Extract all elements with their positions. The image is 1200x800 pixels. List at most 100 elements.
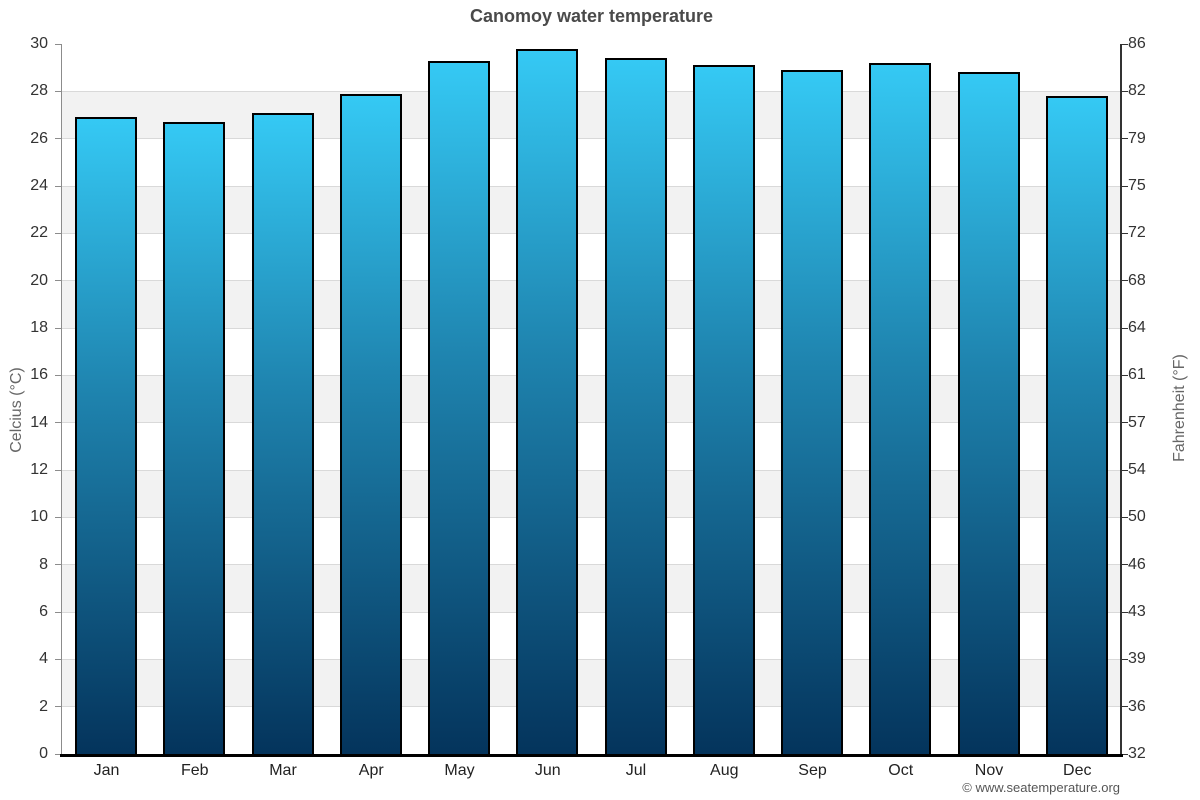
plot-background-band: [62, 612, 1121, 660]
y-axis-tick-right: [1122, 516, 1128, 518]
bar-jan: [75, 117, 138, 754]
gridline: [62, 374, 1121, 376]
gridline: [62, 658, 1121, 660]
y-tick-label-fahrenheit: 54: [1128, 461, 1146, 478]
gridline: [62, 185, 1121, 187]
bar-nov: [957, 72, 1020, 754]
y-tick-label-celsius: 2: [39, 697, 48, 715]
y-axis-tick-right: [1122, 90, 1128, 92]
y-axis-tick-right: [1122, 138, 1128, 140]
y-tick-label-fahrenheit: 75: [1128, 177, 1146, 194]
y-tick-label-celsius: 4: [39, 650, 48, 668]
y-axis-line-left: [61, 44, 62, 754]
y-axis-tick-right: [1122, 564, 1128, 566]
y-tick-label-celsius: 28: [30, 82, 48, 100]
y-axis-tick-right: [1122, 374, 1128, 376]
plot-background-band: [62, 328, 1121, 376]
plot-background-band: [62, 91, 1121, 139]
x-tick-label-oct: Oct: [888, 762, 914, 779]
bar-aug: [692, 65, 755, 754]
y-tick-label-fahrenheit: 46: [1128, 555, 1146, 573]
x-axis-line: [60, 754, 1123, 757]
gridline: [62, 516, 1121, 518]
y-tick-label-fahrenheit: 43: [1128, 603, 1146, 620]
y-tick-label-fahrenheit: 82: [1128, 82, 1146, 100]
gridline: [62, 280, 1121, 282]
y-axis-line-right: [1120, 44, 1122, 754]
y-axis-tick-right: [1122, 232, 1128, 234]
plot-background-band: [62, 186, 1121, 234]
watermark: © www.seatemperature.org: [962, 780, 1120, 795]
plot-background-band: [62, 280, 1121, 328]
y-axis-tick-left: [55, 374, 61, 376]
x-tick-label-aug: Aug: [710, 762, 739, 779]
y-tick-label-fahrenheit: 50: [1128, 508, 1146, 526]
x-tick-label-mar: Mar: [269, 762, 297, 779]
y-tick-label-celsius: 10: [30, 508, 48, 526]
gridline: [62, 90, 1121, 92]
plot-background-band: [62, 470, 1121, 518]
y-axis-tick-left: [55, 611, 61, 613]
x-tick-label-jul: Jul: [625, 762, 647, 779]
y-axis-tick-right: [1122, 327, 1128, 329]
y-tick-label-fahrenheit: 79: [1128, 129, 1146, 147]
gridline: [62, 469, 1121, 471]
x-tick-label-jun: Jun: [534, 762, 561, 779]
y-tick-label-celsius: 14: [30, 413, 48, 431]
y-tick-label-celsius: 22: [30, 224, 48, 242]
y-axis-tick-left: [55, 138, 61, 140]
gridline: [62, 706, 1121, 708]
y-tick-label-celsius: 18: [30, 319, 48, 336]
y-axis-tick-left: [55, 469, 61, 471]
y-axis-tick-left: [55, 658, 61, 660]
plot-background-band: [62, 517, 1121, 565]
y-tick-label-fahrenheit: 36: [1128, 697, 1146, 715]
y-axis-tick-right: [1122, 469, 1128, 471]
y-tick-label-fahrenheit: 39: [1128, 650, 1146, 668]
y-tick-label-fahrenheit: 32: [1128, 745, 1146, 762]
y-tick-label-fahrenheit: 61: [1128, 366, 1146, 384]
plot-background-band: [62, 44, 1121, 92]
y-axis-tick-left: [55, 280, 61, 282]
plot-background-band: [62, 375, 1121, 423]
y-axis-tick-left: [55, 706, 61, 708]
y-tick-label-celsius: 20: [30, 271, 48, 289]
chart-title: Canomoy water temperature: [469, 6, 714, 26]
y-axis-tick-right: [1122, 185, 1128, 187]
y-axis-tick-right: [1122, 658, 1128, 660]
y-axis-tick-left: [55, 753, 61, 755]
bar-feb: [163, 122, 226, 754]
bar-sep: [781, 70, 844, 754]
y-axis-tick-left: [55, 43, 61, 45]
y-axis-tick-left: [55, 90, 61, 92]
y-tick-label-celsius: 30: [30, 35, 48, 52]
x-tick-label-sep: Sep: [798, 762, 827, 779]
x-tick-label-nov: Nov: [974, 762, 1004, 779]
gridline: [62, 611, 1121, 613]
y-axis-tick-left: [55, 327, 61, 329]
gridline: [62, 564, 1121, 566]
bar-jul: [604, 58, 667, 754]
x-tick-label-apr: Apr: [358, 762, 384, 779]
y-tick-label-celsius: 0: [39, 745, 48, 762]
y-tick-label-celsius: 24: [30, 177, 48, 194]
y-axis-tick-right: [1122, 280, 1128, 282]
gridline: [62, 327, 1121, 329]
bar-dec: [1045, 96, 1108, 754]
y-tick-label-celsius: 8: [39, 555, 48, 573]
y-tick-label-fahrenheit: 64: [1128, 319, 1146, 336]
plot-area: 30 86 28 82 26 79 24 75 22 72 20 68 18 64 16 61 14 57 12 54…: [30, 35, 1146, 762]
bar-may: [428, 60, 491, 754]
y-axis-tick-right: [1122, 422, 1128, 424]
y-tick-label-fahrenheit: 57: [1128, 413, 1146, 431]
x-tick-label-dec: Dec: [1063, 762, 1092, 779]
y-tick-label-celsius: 12: [30, 461, 48, 478]
y-axis-tick-right: [1122, 611, 1128, 613]
gridline: [62, 422, 1121, 424]
y-axis-tick-left: [55, 232, 61, 234]
bar-mar: [251, 112, 314, 754]
y-axis-tick-right: [1122, 706, 1128, 708]
gridline: [62, 232, 1121, 234]
y-axis-tick-left: [55, 422, 61, 424]
plot-background-band: [62, 233, 1121, 281]
